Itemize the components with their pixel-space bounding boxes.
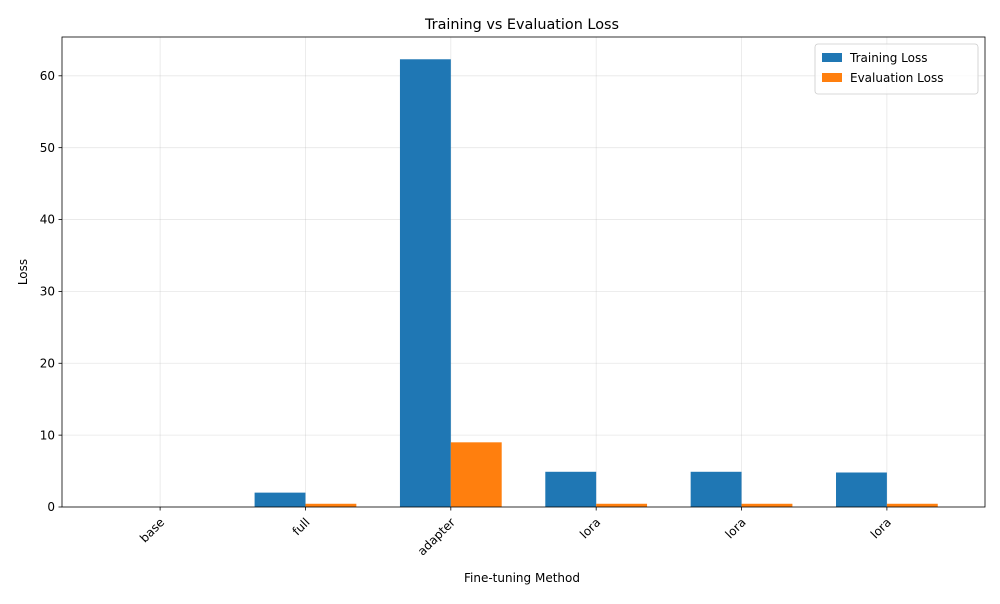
bars: [254, 59, 938, 507]
training-loss-bar: [836, 472, 887, 507]
plot-frame: [61, 36, 986, 508]
legend-label: Evaluation Loss: [850, 71, 943, 85]
y-tick-label: 20: [40, 356, 55, 370]
legend-swatch: [822, 53, 842, 62]
y-tick-label: 0: [47, 500, 55, 514]
legend-label: Training Loss: [849, 51, 927, 65]
training-loss-bar: [690, 471, 742, 507]
x-axis-label: Fine-tuning Method: [464, 571, 580, 585]
evaluation-loss-bar: [596, 503, 648, 507]
training-loss-bar: [254, 492, 306, 507]
training-loss-bar: [399, 59, 451, 507]
y-tick-label: 30: [40, 285, 55, 299]
y-tick-label: 50: [40, 141, 55, 155]
evaluation-loss-bar: [886, 503, 938, 507]
legend: Training Loss Evaluation Loss: [814, 43, 979, 95]
evaluation-loss-bar: [450, 442, 502, 507]
y-tick-label: 40: [40, 213, 55, 227]
legend-box: [814, 43, 979, 95]
training-loss-bar: [545, 471, 597, 507]
evaluation-loss-bar: [305, 503, 357, 507]
legend-swatch: [822, 73, 842, 82]
y-axis-label: Loss: [16, 259, 30, 285]
y-tick-label: 60: [40, 69, 55, 83]
y-tick-label: 10: [40, 428, 55, 442]
axes: [61, 36, 986, 508]
chart-title: Training vs Evaluation Loss: [424, 17, 619, 33]
evaluation-loss-bar: [741, 503, 793, 507]
